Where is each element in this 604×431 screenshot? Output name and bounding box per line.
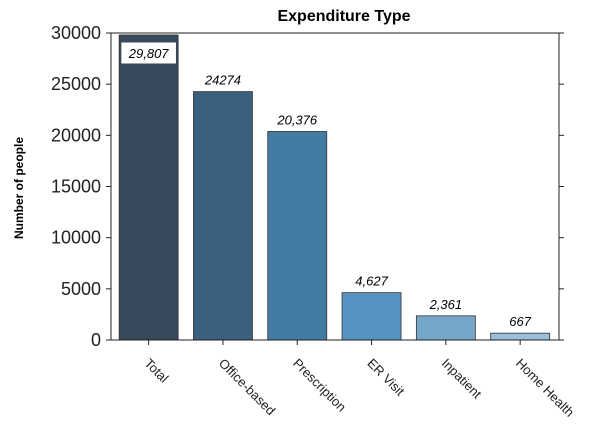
ticks-layer	[106, 32, 564, 345]
bars-layer	[118, 34, 551, 341]
y-axis-label: Number of people	[12, 137, 26, 239]
y-tick-label: 15000	[51, 177, 101, 197]
bar-value-label: 29,807	[128, 46, 170, 61]
x-tick-label: Office-based	[216, 356, 279, 419]
bar-value-label: 4,627	[355, 274, 388, 289]
y-tick-label: 20000	[51, 125, 101, 145]
bar	[341, 292, 402, 341]
bar-value-label: 20,376	[276, 112, 318, 127]
bar-value-box	[121, 42, 176, 64]
y-tick-label: 10000	[51, 228, 101, 248]
x-tick-label: Prescription	[290, 356, 349, 415]
y-tick-label: 30000	[51, 23, 101, 43]
y-tick-label: 5000	[61, 279, 101, 299]
bar	[490, 332, 551, 341]
y-tick-label: 0	[91, 330, 101, 350]
x-tick-label: Home Health	[513, 356, 577, 420]
bar-value-label: 667	[509, 314, 531, 329]
bar-value-label: 2,361	[429, 297, 463, 312]
x-tick-label: Inpatient	[439, 356, 485, 402]
y-tick-label: 25000	[51, 74, 101, 94]
x-tick-label: ER Visit	[364, 356, 407, 399]
bar	[267, 131, 328, 341]
bar-value-label: 24274	[204, 73, 241, 88]
bar	[193, 91, 253, 341]
x-tick-label: Total	[142, 356, 172, 386]
chart-title: Expenditure Type	[277, 8, 410, 25]
bar	[415, 315, 476, 341]
bar	[118, 34, 179, 341]
